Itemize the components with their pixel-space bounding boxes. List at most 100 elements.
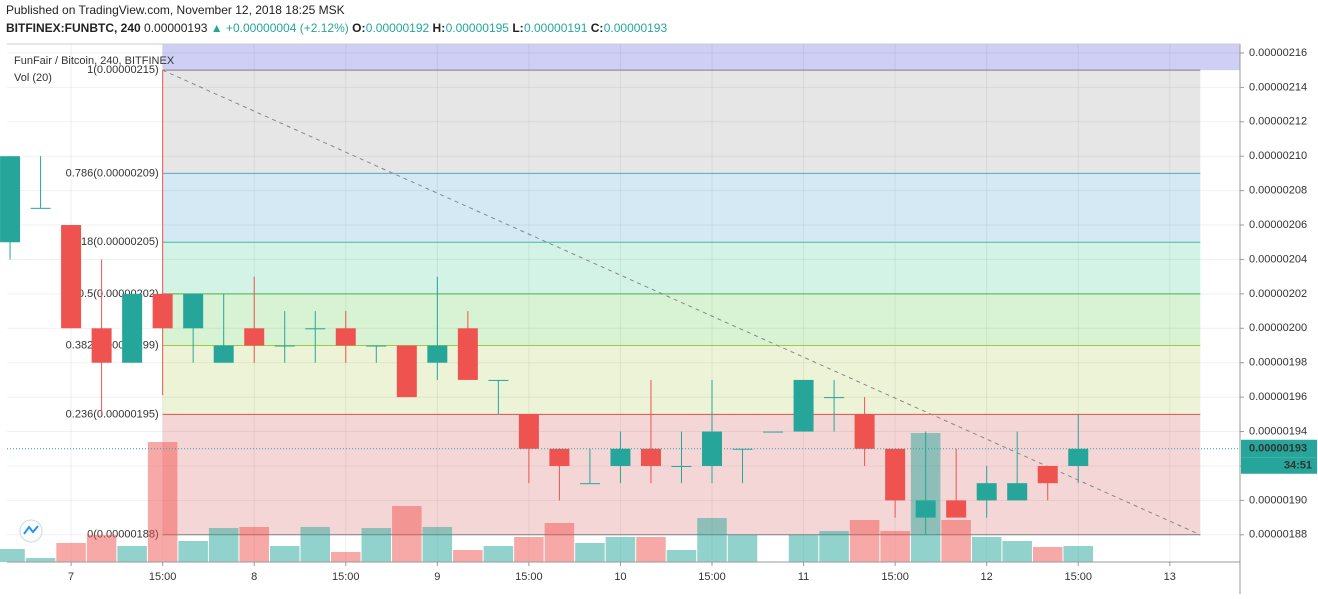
candle-body xyxy=(183,293,204,329)
fib-zone xyxy=(162,345,1201,415)
ohlc-value: 0.00000193 xyxy=(604,21,668,35)
volume-bar xyxy=(849,520,880,562)
candle-body xyxy=(763,431,784,433)
y-tick-label: 0.00000198 xyxy=(1249,357,1307,369)
fib-label: 0.382(0.00000199) xyxy=(66,339,159,351)
volume-bar xyxy=(880,531,910,562)
legend-text: Vol (20) xyxy=(14,72,52,84)
volume-bar xyxy=(422,527,453,562)
ohlc-label: L: xyxy=(512,21,523,35)
ohlc-value: 0.00000191 xyxy=(524,21,588,35)
volume-bar xyxy=(56,543,86,562)
volume-bar xyxy=(25,558,56,562)
legend-text: FunFair / Bitcoin, 240, BITFINEX xyxy=(14,55,175,67)
volume-bar xyxy=(392,506,422,562)
ohlc-label: O: xyxy=(352,21,365,35)
candle-body xyxy=(946,500,967,518)
header: BITFINEX:FUNBTC, 240 0.00000193 ▲ +0.000… xyxy=(6,21,667,35)
volume-bar xyxy=(941,520,971,562)
candle-body xyxy=(122,293,143,363)
candle-body xyxy=(579,483,600,485)
candle-body xyxy=(366,345,387,347)
volume-bar xyxy=(1063,546,1094,562)
candle-body xyxy=(640,448,661,466)
x-tick-label: 8 xyxy=(251,571,257,583)
candle-body xyxy=(213,345,234,363)
volume-bar xyxy=(147,442,178,562)
volume-bar xyxy=(605,537,636,562)
candle-body xyxy=(1068,448,1089,466)
volume-bar xyxy=(86,535,117,562)
fib-zone xyxy=(162,242,1201,294)
candle-body xyxy=(305,328,326,330)
plot: 1(0.00000215) 0.786(0.00000209) 0.618(0.00… xyxy=(0,44,1240,562)
candle-body xyxy=(61,225,82,329)
candle-body xyxy=(427,345,448,363)
candle-body xyxy=(1007,483,1028,501)
volume-bar xyxy=(727,535,758,562)
x-tick-label: 7 xyxy=(68,571,74,583)
x-tick-label: 15:00 xyxy=(1064,571,1092,583)
volume-bar xyxy=(819,531,849,562)
candle-body xyxy=(457,328,478,380)
fib-label: 0.5(0.00000202) xyxy=(78,288,159,300)
x-tick-label: 10 xyxy=(614,571,626,583)
fib-zone xyxy=(162,173,1201,243)
volume-bar xyxy=(575,543,605,562)
volume-bar xyxy=(1032,547,1063,562)
x-tick-label: 12 xyxy=(981,571,993,583)
candle-body xyxy=(885,448,906,501)
fib-zone xyxy=(162,70,1201,174)
published: Published on TradingView.com, November 1… xyxy=(6,3,345,17)
x-tick-label: 9 xyxy=(434,571,440,583)
volume-bar xyxy=(331,552,361,562)
candle-body xyxy=(152,293,173,329)
volume-bar xyxy=(208,528,239,562)
x-tick-label: 11 xyxy=(798,571,809,583)
y-tick-label: 0.00000208 xyxy=(1249,185,1307,197)
y-tick-label: 0.00000204 xyxy=(1249,253,1307,265)
ohlc-label: C: xyxy=(591,21,604,35)
fib-label: 1(0.00000215) xyxy=(87,64,159,76)
y-tick-label: 0.00000212 xyxy=(1249,116,1307,128)
candle-body xyxy=(610,448,631,466)
volume-bar xyxy=(544,523,575,562)
symbol: BITFINEX:FUNBTC, 240 xyxy=(6,21,141,35)
change: ▲ +0.00000004 (+2.12%) xyxy=(211,21,349,35)
volume-bar xyxy=(788,535,819,562)
volume-bar xyxy=(117,546,147,562)
y-tick-label: 0.00000206 xyxy=(1249,219,1307,231)
candle-body xyxy=(396,345,417,398)
candle-body xyxy=(976,483,997,501)
price-tag xyxy=(1241,439,1317,458)
volume-bar xyxy=(483,546,514,562)
candle-body xyxy=(671,465,692,467)
candle-body xyxy=(335,328,356,346)
y-tick-label: 0.00000214 xyxy=(1249,81,1307,93)
price-tag-text: 0.00000193 xyxy=(1249,443,1307,455)
x-tick-label: 13 xyxy=(1164,571,1176,583)
candle-body xyxy=(824,397,845,399)
volume-bar xyxy=(514,537,544,562)
ohlc-value: 0.00000195 xyxy=(446,21,510,35)
y-tick-label: 0.00000200 xyxy=(1249,322,1307,334)
x-tick-label: 15:00 xyxy=(332,571,360,583)
y-tick-label: 0.00000216 xyxy=(1249,47,1307,59)
volume-bar xyxy=(178,541,208,562)
volume-bar xyxy=(0,549,25,562)
candle-body xyxy=(518,414,539,449)
volume-bar xyxy=(971,537,1002,562)
fib-label: 0.236(0.00000195) xyxy=(66,408,159,420)
x-tick-label: 15:00 xyxy=(881,571,909,583)
y-tick-label: 0.00000202 xyxy=(1249,288,1307,300)
fib-label: 0.786(0.00000209) xyxy=(66,167,159,179)
fib-label: 0.618(0.00000205) xyxy=(66,236,159,248)
fib-extension xyxy=(162,44,1240,71)
countdown-text: 34:51 xyxy=(1284,460,1312,472)
y-tick-label: 0.00000190 xyxy=(1249,494,1307,506)
candle-body xyxy=(488,379,509,381)
volume-bar xyxy=(269,546,300,562)
ticker-line: BITFINEX:FUNBTC, 240 0.00000193 ▲ +0.000… xyxy=(6,21,667,35)
volume-bar xyxy=(636,537,666,562)
